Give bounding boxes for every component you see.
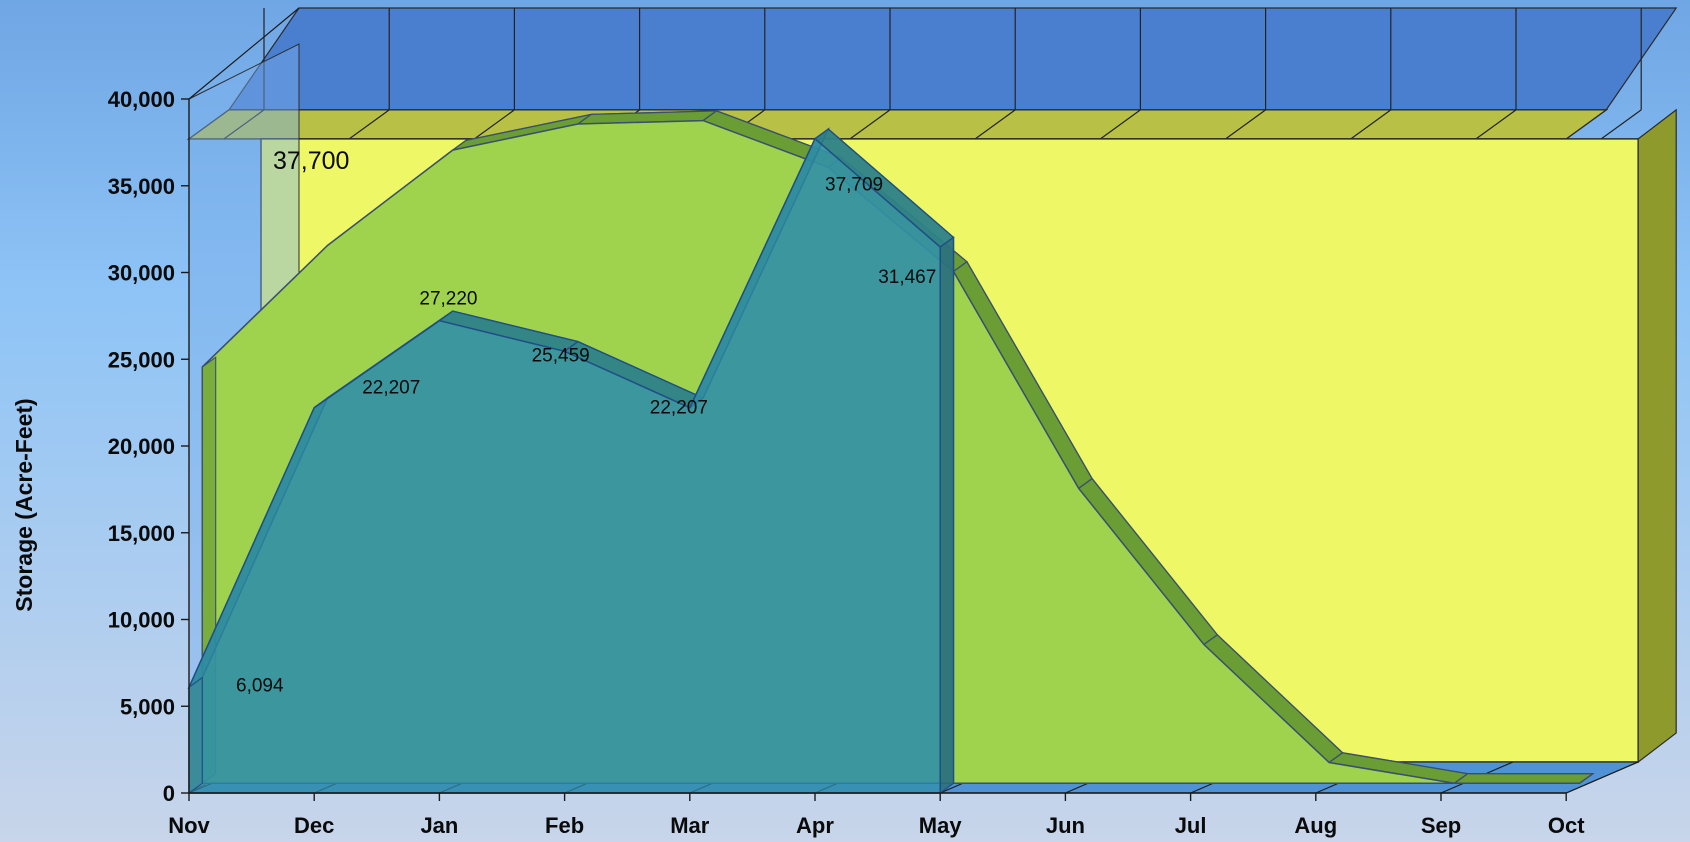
wall-strip-divider [1600,109,1642,140]
x-tick-label-jan: Jan [420,813,458,838]
wall-strip-divider [974,109,1016,140]
max-capacity-label: 37,700 [273,147,349,175]
y-tick-label: 10,000 [108,608,175,633]
y-tick-label: 15,000 [108,521,175,546]
wall-top-strip [187,109,1609,140]
y-tick-label: 30,000 [108,261,175,286]
x-tick-label-nov: Nov [168,813,210,838]
series-1-start-cap [188,676,203,795]
data-label-may: 31,467 [878,267,936,288]
wall-strip-divider [223,109,265,140]
x-tick-label-feb: Feb [545,813,584,838]
wall-strip-divider [1100,109,1141,140]
data-label-feb: 25,459 [532,345,590,366]
data-label-apr: 37,709 [825,175,883,196]
x-tick-label-aug: Aug [1294,813,1337,838]
wall-strip-divider [348,109,390,140]
x-tick-label-jun: Jun [1046,813,1085,838]
wall-strip-divider [1225,109,1266,140]
data-label-mar: 22,207 [650,398,708,419]
floor-gridline [1565,761,1639,794]
y-tick-label: 25,000 [108,347,175,372]
wall-strip-divider [849,109,891,140]
data-label-nov: 6,094 [236,675,284,696]
x-tick-label-apr: Apr [796,813,834,838]
y-tick-label: 35,000 [108,174,175,199]
series-0-ribbon-sep [1452,773,1595,784]
wall-strip-divider [1475,109,1517,140]
series-1-front-face [188,137,941,794]
series-1-end-cap [939,236,955,795]
wall-strip-divider [474,109,515,140]
x-tick-label-mar: Mar [670,813,710,838]
wall-strip-divider [1350,109,1392,140]
y-tick-label: 40,000 [108,87,175,112]
y-axis-title: Storage (Acre-Feet) [11,398,37,611]
wall-edge-line [188,7,300,100]
x-tick-label-jul: Jul [1175,813,1207,838]
y-tick-label: 0 [163,781,175,806]
wall-top-frame [227,7,1678,111]
back-wall-side [1637,108,1677,764]
y-tick-label: 5,000 [120,694,175,719]
x-tick-label-dec: Dec [294,813,334,838]
data-label-jan: 27,220 [419,289,477,310]
data-label-dec: 22,207 [362,378,420,399]
x-tick-label-sep: Sep [1421,813,1461,838]
x-tick-label-may: May [919,813,963,838]
y-tick-label: 20,000 [108,434,175,459]
x-tick-label-oct: Oct [1548,813,1585,838]
